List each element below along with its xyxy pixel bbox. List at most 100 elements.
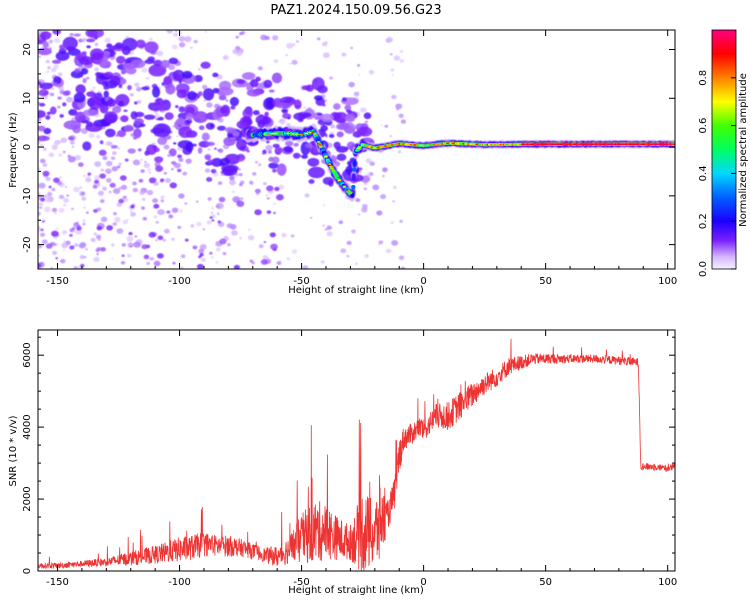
noise-blob [48,39,54,44]
noise-blob [40,228,44,232]
signal-ridge [244,123,675,202]
noise-blob [135,39,146,49]
noise-blob [103,71,114,78]
noise-blob [106,98,117,107]
noise-blob [136,100,142,104]
noise-blob [274,186,280,192]
y-tick-label: 6000 [22,342,33,367]
noise-blob [397,150,402,154]
noise-blob [146,189,154,196]
spectrogram-marks [38,30,675,269]
noise-blob [105,168,112,174]
noise-blob [320,260,325,264]
noise-blob [202,88,215,101]
noise-blob [322,204,325,207]
noise-blob [198,68,201,71]
noise-blob [105,160,113,167]
noise-blob [116,228,124,234]
noise-blob [59,176,62,179]
noise-blob [43,206,51,213]
noise-blob [134,82,140,87]
noise-blob [145,76,150,80]
noise-blob [360,107,367,113]
noise-blob [314,116,321,120]
noise-blob [333,112,348,124]
noise-blob [109,182,116,188]
ridge-peak-blob [304,132,309,135]
noise-blob [236,138,247,151]
noise-blob [169,182,178,189]
ridge-peak-blob [331,169,336,172]
noise-blob [291,249,298,254]
noise-blob [272,143,280,148]
noise-blob [361,207,368,213]
noise-blob [165,177,171,183]
noise-blob [61,230,68,235]
noise-blob [207,159,214,164]
noise-blob [71,207,74,211]
noise-blob [58,153,63,157]
noise-blob [53,64,60,70]
noise-blob [114,216,121,223]
noise-blob [46,111,51,115]
noise-blob [85,211,89,214]
noise-blob [295,40,299,43]
noise-blob [116,129,127,138]
noise-blob [236,120,248,129]
noise-blob [254,209,262,216]
noise-blob [90,237,96,243]
noise-blob [190,224,195,228]
noise-blob [218,80,232,91]
y-tick-label: 10 [22,92,33,105]
noise-blob [393,185,397,189]
noise-blob [228,133,234,139]
noise-blob [385,248,392,254]
noise-blob [278,184,285,190]
ridge-peak-blob [286,132,290,135]
noise-blob [258,163,262,167]
noise-blob [163,171,167,175]
noise-blob [262,255,269,261]
noise-blob [153,260,161,267]
noise-blob [157,235,164,241]
ridge-peak-blob [318,143,322,146]
noise-blob [112,188,121,194]
noise-blob [115,134,119,137]
noise-blob [163,144,170,150]
noise-blob [96,253,99,255]
noise-blob [46,70,50,74]
noise-blob [134,111,145,118]
noise-blob [195,200,199,203]
noise-blob [67,156,76,163]
ridge-peak-blob [263,133,267,136]
ridge-peak-blob [358,146,362,148]
noise-blob [100,168,105,172]
noise-blob [338,220,344,225]
noise-blob [272,211,277,215]
noise-blob [216,125,227,131]
noise-blob [85,248,88,251]
noise-blob [109,45,118,50]
noise-blob [206,220,212,225]
noise-blob [211,207,214,210]
noise-blob [55,227,59,231]
noise-blob [185,106,195,116]
noise-blob [215,204,220,208]
noise-blob [353,91,360,97]
noise-blob [153,203,160,209]
noise-blob [160,178,165,182]
noise-blob [376,210,383,216]
noise-blob [246,149,250,153]
noise-blob [324,228,328,231]
noise-blob [148,177,157,184]
noise-blob [168,57,179,65]
noise-blob [38,125,46,132]
ridge-peak-blob [342,185,346,188]
noise-blob [271,156,280,164]
noise-blob [116,202,123,207]
noise-blob [363,112,372,120]
noise-blob [350,46,354,50]
noise-blob [217,220,222,224]
noise-blob [239,237,242,240]
noise-blob [218,95,227,101]
